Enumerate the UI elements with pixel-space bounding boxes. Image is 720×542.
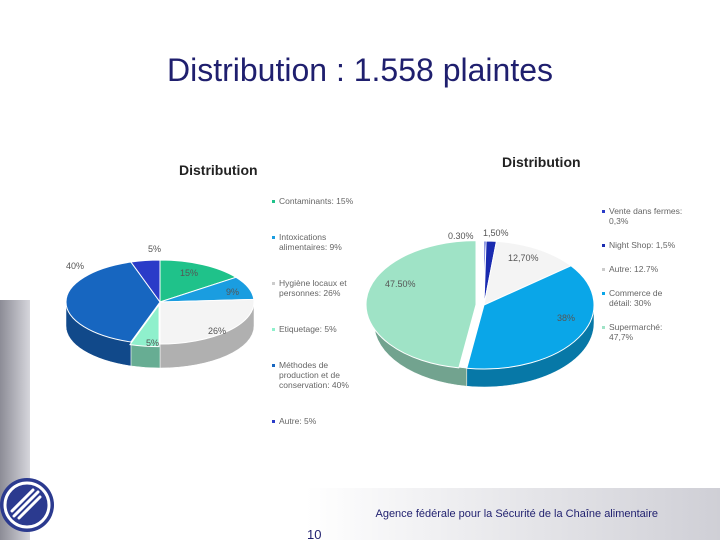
pie-0-legend-text-3-0: Etiquetage: 5%	[279, 324, 337, 334]
pie-1-legend-swatch-1	[602, 244, 605, 247]
pie-1-legend-text-3-0: Commerce de	[609, 288, 663, 298]
pie-0-slice-0	[159, 259, 238, 303]
slide-title: Distribution : 1.558 plaintes	[167, 52, 553, 88]
left-slice-labels: 15% 9% 26% 5% 40% 5%	[66, 244, 239, 348]
pie-0-slice-2	[159, 298, 255, 345]
pie-0-legend-text-2-1: personnes: 26%	[279, 288, 341, 298]
pie-1-slice-label-1: 1,50%	[483, 228, 509, 238]
pie-1-legend-text-0-1: 0,3%	[609, 216, 629, 226]
pie-0-slice-5	[130, 259, 161, 304]
pie-1-legend-swatch-2	[602, 268, 605, 271]
pie-0-slice-label-1: 9%	[226, 287, 239, 297]
left-legend: Contaminants: 15% Intoxicationsalimentair…	[272, 196, 354, 426]
pie-0-legend-text-4-0: Méthodes de	[279, 360, 328, 370]
pie-1-legend-text-1-0: Night Shop: 1,5%	[609, 240, 676, 250]
pie-0-legend-swatch-0	[272, 200, 275, 203]
pie-1-legend-swatch-0	[602, 210, 605, 213]
pie-1-legend-text-4-1: 47,7%	[609, 332, 634, 342]
pie-0-slice-label-5: 5%	[148, 244, 161, 254]
pie-1-legend-text-4-0: Supermarché:	[609, 322, 662, 332]
pie-0-legend-swatch-5	[272, 420, 275, 423]
pie-0-legend-text-2-0: Hygiène locaux et	[279, 278, 347, 288]
pie-1-slice-3	[466, 265, 595, 370]
footer-agency-text: Agence fédérale pour la Sécurité de la C…	[375, 508, 658, 520]
pie-1-slice-4	[365, 240, 477, 369]
pie-1-slice-label-4: 47.50%	[385, 279, 416, 289]
pie-1-legend-text-0-0: Vente dans fermes:	[609, 206, 682, 216]
pie-1-legend-text-2-0: Autre: 12.7%	[609, 264, 659, 274]
footer-band	[30, 488, 720, 540]
right-slice-labels: 0.30% 1,50% 12,70% 38% 47.50%	[385, 228, 575, 323]
pie-0-slice-label-3: 5%	[146, 338, 159, 348]
pie-1-slice-2	[483, 240, 572, 306]
pie-0-legend-swatch-1	[272, 236, 275, 239]
right-pie	[365, 240, 595, 388]
pie-0-legend-text-4-1: production et de	[279, 370, 340, 380]
left-chart-title: Distribution	[179, 162, 258, 178]
pie-1-legend-swatch-3	[602, 292, 605, 295]
pie-0-legend-text-0-0: Contaminants: 15%	[279, 196, 354, 206]
pie-0-legend-text-4-2: conservation: 40%	[279, 380, 349, 390]
chart-left: Distribution 15% 9% 26% 5% 40% 5% Contaminant…	[65, 162, 354, 426]
pie-1-legend-swatch-4	[602, 326, 605, 329]
afsca-logo-icon	[0, 478, 54, 532]
pie-0-slice-label-0: 15%	[180, 268, 198, 278]
pie-0-slice-3	[129, 303, 160, 348]
pie-0-legend-swatch-4	[272, 364, 275, 367]
pie-0-legend-text-5-0: Autre: 5%	[279, 416, 317, 426]
pie-0-legend-text-1-0: Intoxications	[279, 232, 326, 242]
pie-1-slice-label-0: 0.30%	[448, 231, 474, 241]
pie-0-slice-4	[65, 261, 161, 343]
left-pie	[65, 259, 255, 369]
pie-0-legend-text-1-1: alimentaires: 9%	[279, 242, 342, 252]
pie-0-legend-swatch-3	[272, 328, 275, 331]
pie-0-legend-swatch-2	[272, 282, 275, 285]
right-legend: Vente dans fermes:0,3% Night Shop: 1,5% Au…	[602, 206, 682, 342]
chart-right: Distribution 0.30% 1,50% 12,70% 38% 47.50% V…	[365, 154, 682, 388]
page-number: 10	[307, 527, 322, 542]
pie-0-slice-label-2: 26%	[208, 326, 226, 336]
pie-1-legend-text-3-1: détail: 30%	[609, 298, 651, 308]
pie-0-slice-label-4: 40%	[66, 261, 84, 271]
pie-1-slice-label-3: 38%	[557, 313, 575, 323]
pie-1-slice-label-2: 12,70%	[508, 253, 539, 263]
right-chart-title: Distribution	[502, 154, 581, 170]
